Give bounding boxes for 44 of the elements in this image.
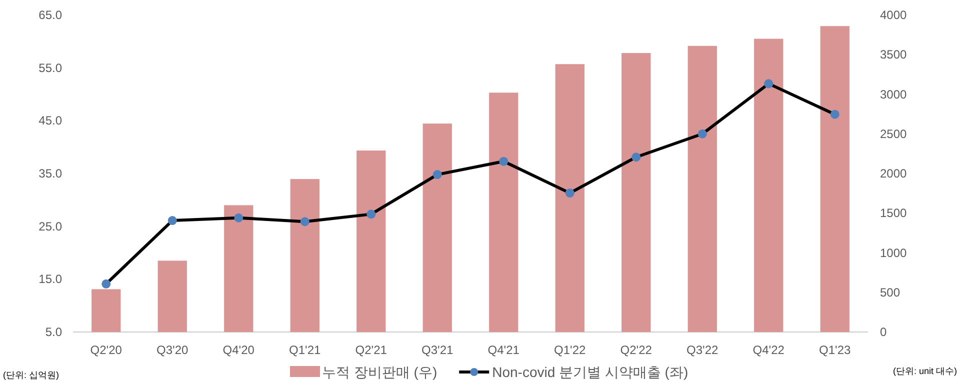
bar [820,26,850,332]
text: (단위: 십억원) [3,370,59,380]
y-tick-label: 15.0 [38,272,62,286]
x-tick-label: Q1'21 [289,343,322,357]
x-tick-label: Q1'23 [819,343,852,357]
text: (단위: unit 대수) [892,366,957,376]
legend-label: 누적 장비판매 (우) [322,364,438,380]
x-tick-label: Q3'20 [156,343,189,357]
y2-tick-label: 1000 [880,246,908,260]
bar [224,205,254,332]
y2-tick-label: 2000 [880,166,908,180]
x-tick-label: Q2'22 [620,343,652,357]
x-tick-label: Q4'21 [488,343,520,357]
y2-tick-label: 3500 [880,48,908,62]
legend-label: Non-covid 분기별 시약매출 (좌) [492,364,688,380]
bar [92,289,121,332]
bar [754,38,784,332]
y2-tick-label: 4000 [880,8,908,22]
y2-tick-label: 0 [880,325,887,339]
y2-tick-label: 3000 [880,87,908,102]
y-tick-label: 25.0 [38,219,62,234]
y2-tick-label: 2500 [880,126,908,141]
bar [290,179,320,332]
bar [158,260,187,332]
bar [422,124,452,332]
y-tick-label: 45.0 [38,114,62,128]
y2-tick-label: 500 [880,285,900,300]
x-tick-label: Q4'20 [222,343,255,357]
bar [555,64,584,332]
x-tick-label: Q2'20 [90,343,122,357]
bar [489,92,518,332]
y2-tick-label: 1500 [880,206,908,220]
y-tick-label: 35.0 [38,166,62,180]
x-tick-label: Q1'22 [554,343,586,357]
y-tick-label: 55.0 [38,60,62,75]
x-tick-label: Q4'22 [752,343,785,357]
bar [688,46,717,332]
x-tick-label: Q3'22 [686,343,719,357]
bar [356,150,386,332]
x-tick-label: Q2'21 [355,343,388,357]
y-tick-label: 5.0 [45,325,62,339]
bar [622,53,651,332]
x-tick-label: Q3'21 [422,343,454,357]
y-tick-label: 65.0 [38,8,62,22]
